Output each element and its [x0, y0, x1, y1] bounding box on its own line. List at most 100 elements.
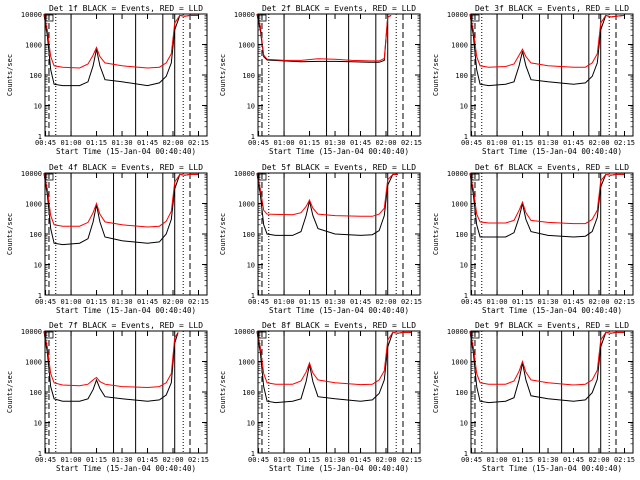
panel-1: Det 1f BLACK = Events, RED = LLD 1 10 100 10… [6, 4, 209, 156]
y-tick-label: 1 [251, 292, 255, 300]
plot-frame [257, 13, 421, 137]
x-tick-label: 01:00 [487, 139, 508, 147]
x-tick-label: 02:00 [588, 298, 609, 306]
corner-marker [45, 331, 54, 339]
x-tick-label: 00:45 [461, 298, 482, 306]
x-axis-label: Start Time (15-Jan-04 00:40:40) [269, 306, 409, 315]
corner-marker [471, 14, 480, 22]
series-events-line [469, 172, 625, 238]
y-tick-label: 1 [464, 133, 468, 141]
y-tick-label: 1 [251, 450, 255, 458]
x-tick-label: 00:45 [35, 298, 56, 306]
y-tick-label: 1 [38, 133, 42, 141]
y-tick-label: 10 [34, 262, 42, 270]
x-tick-label: 01:30 [324, 139, 345, 147]
series-events-line [43, 172, 199, 246]
x-tick-label: 00:45 [461, 139, 482, 147]
y-tick-label: 1 [251, 133, 255, 141]
x-tick-label: 00:45 [35, 139, 56, 147]
y-tick-label: 10 [34, 103, 42, 111]
x-tick-label: 01:00 [274, 298, 295, 306]
y-axis-label: Counts/sec [6, 54, 14, 96]
x-tick-label: 02:00 [162, 298, 183, 306]
panel-7: Det 7f BLACK = Events, RED = LLD 1 10 100 10… [6, 321, 209, 473]
x-tick-label: 02:15 [401, 298, 422, 306]
y-tick-label: 10000 [447, 170, 468, 178]
panel-title: Det 1f BLACK = Events, RED = LLD [49, 4, 203, 13]
series-lld-line [43, 330, 179, 389]
x-tick-label: 01:30 [111, 456, 132, 464]
panel-title: Det 8f BLACK = Events, RED = LLD [262, 321, 416, 330]
x-tick-label: 01:45 [563, 456, 584, 464]
y-tick-label: 100 [29, 389, 42, 397]
panel-title: Det 3f BLACK = Events, RED = LLD [475, 4, 629, 13]
x-tick-label: 00:45 [248, 139, 269, 147]
panel-5: Det 5f BLACK = Events, RED = LLD 1 10 100 10… [219, 163, 422, 315]
series-events-line [43, 13, 199, 87]
series-lld-line [256, 172, 398, 217]
x-tick-label: 01:45 [137, 139, 158, 147]
panel-8: Det 8f BLACK = Events, RED = LLD 1 10 100 10… [219, 321, 422, 473]
y-tick-label: 10000 [447, 328, 468, 336]
y-tick-label: 100 [29, 72, 42, 80]
panel-title: Det 7f BLACK = Events, RED = LLD [49, 321, 203, 330]
x-tick-label: 01:15 [299, 139, 320, 147]
y-tick-label: 10000 [234, 170, 255, 178]
series-events-line [469, 330, 625, 404]
series-lld-line [469, 13, 625, 68]
series-events-line [469, 13, 625, 87]
x-axis-label: Start Time (15-Jan-04 00:40:40) [482, 306, 622, 315]
x-tick-label: 01:30 [537, 139, 558, 147]
corner-marker [258, 331, 267, 339]
x-tick-label: 02:00 [375, 298, 396, 306]
y-axis-label: Counts/sec [6, 371, 14, 413]
x-axis-label: Start Time (15-Jan-04 00:40:40) [482, 147, 622, 156]
x-tick-label: 00:45 [248, 456, 269, 464]
plot-frame [44, 330, 208, 454]
x-tick-label: 01:30 [111, 298, 132, 306]
x-tick-label: 01:15 [86, 456, 107, 464]
series-events-line [256, 172, 398, 236]
y-tick-label: 1000 [451, 359, 468, 367]
x-tick-label: 01:00 [274, 139, 295, 147]
x-tick-label: 00:45 [248, 298, 269, 306]
y-axis-label: Counts/sec [219, 54, 227, 96]
x-tick-label: 02:15 [401, 456, 422, 464]
y-tick-label: 10 [247, 262, 255, 270]
y-tick-label: 100 [29, 231, 42, 239]
y-tick-label: 1000 [238, 359, 255, 367]
x-tick-label: 02:00 [588, 139, 609, 147]
y-tick-label: 10000 [21, 11, 42, 19]
corner-marker [471, 331, 480, 339]
x-tick-label: 02:00 [375, 139, 396, 147]
x-tick-label: 01:00 [487, 456, 508, 464]
panel-title: Det 2f BLACK = Events, RED = LLD [262, 4, 416, 13]
y-tick-label: 100 [455, 72, 468, 80]
y-axis-label: Counts/sec [432, 371, 440, 413]
x-tick-label: 02:15 [188, 298, 209, 306]
x-axis-label: Start Time (15-Jan-04 00:40:40) [56, 464, 196, 473]
y-tick-label: 100 [242, 72, 255, 80]
x-tick-label: 01:00 [61, 139, 82, 147]
x-tick-label: 01:15 [86, 298, 107, 306]
panel-6: Det 6f BLACK = Events, RED = LLD 1 10 100 10… [432, 163, 635, 315]
y-tick-label: 10 [460, 103, 468, 111]
x-tick-label: 02:15 [401, 139, 422, 147]
x-tick-label: 02:15 [614, 456, 635, 464]
series-events-line [256, 13, 392, 63]
series-lld-line [43, 172, 199, 228]
y-axis-label: Counts/sec [432, 54, 440, 96]
x-tick-label: 01:15 [299, 456, 320, 464]
y-tick-label: 100 [455, 389, 468, 397]
y-tick-label: 1 [464, 292, 468, 300]
y-axis-label: Counts/sec [219, 371, 227, 413]
series-lld-line [43, 13, 199, 69]
y-tick-label: 100 [242, 389, 255, 397]
x-tick-label: 01:00 [61, 456, 82, 464]
y-tick-label: 10000 [21, 170, 42, 178]
series-lld-line [256, 330, 412, 386]
y-tick-label: 10 [460, 262, 468, 270]
y-tick-label: 1000 [238, 42, 255, 50]
y-tick-label: 1 [464, 450, 468, 458]
